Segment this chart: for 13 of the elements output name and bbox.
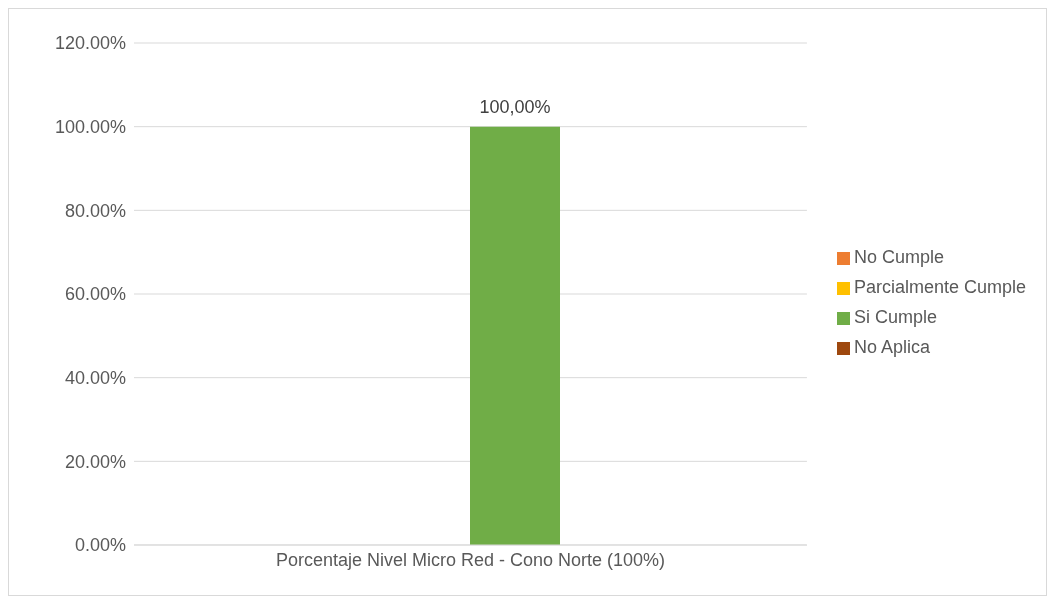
legend-label: Parcialmente Cumple [853, 277, 1026, 297]
legend-label: No Cumple [853, 247, 944, 267]
y-tick-label: 120.00% [54, 33, 126, 54]
y-tick-label: 100.00% [54, 117, 126, 138]
data-label: 100,00% [479, 96, 551, 117]
legend-label: Si Cumple [853, 307, 937, 327]
y-tick-label: 40.00% [64, 368, 126, 389]
x-tick-label: Porcentaje Nivel Micro Red - Cono Norte (100%) [275, 549, 666, 570]
legend-label: No Aplica [853, 337, 930, 357]
y-tick-label: 20.00% [64, 451, 126, 472]
y-tick-label: 0.00% [74, 535, 126, 556]
y-tick-label: 60.00% [64, 284, 126, 305]
y-tick-label: 80.00% [64, 200, 126, 221]
